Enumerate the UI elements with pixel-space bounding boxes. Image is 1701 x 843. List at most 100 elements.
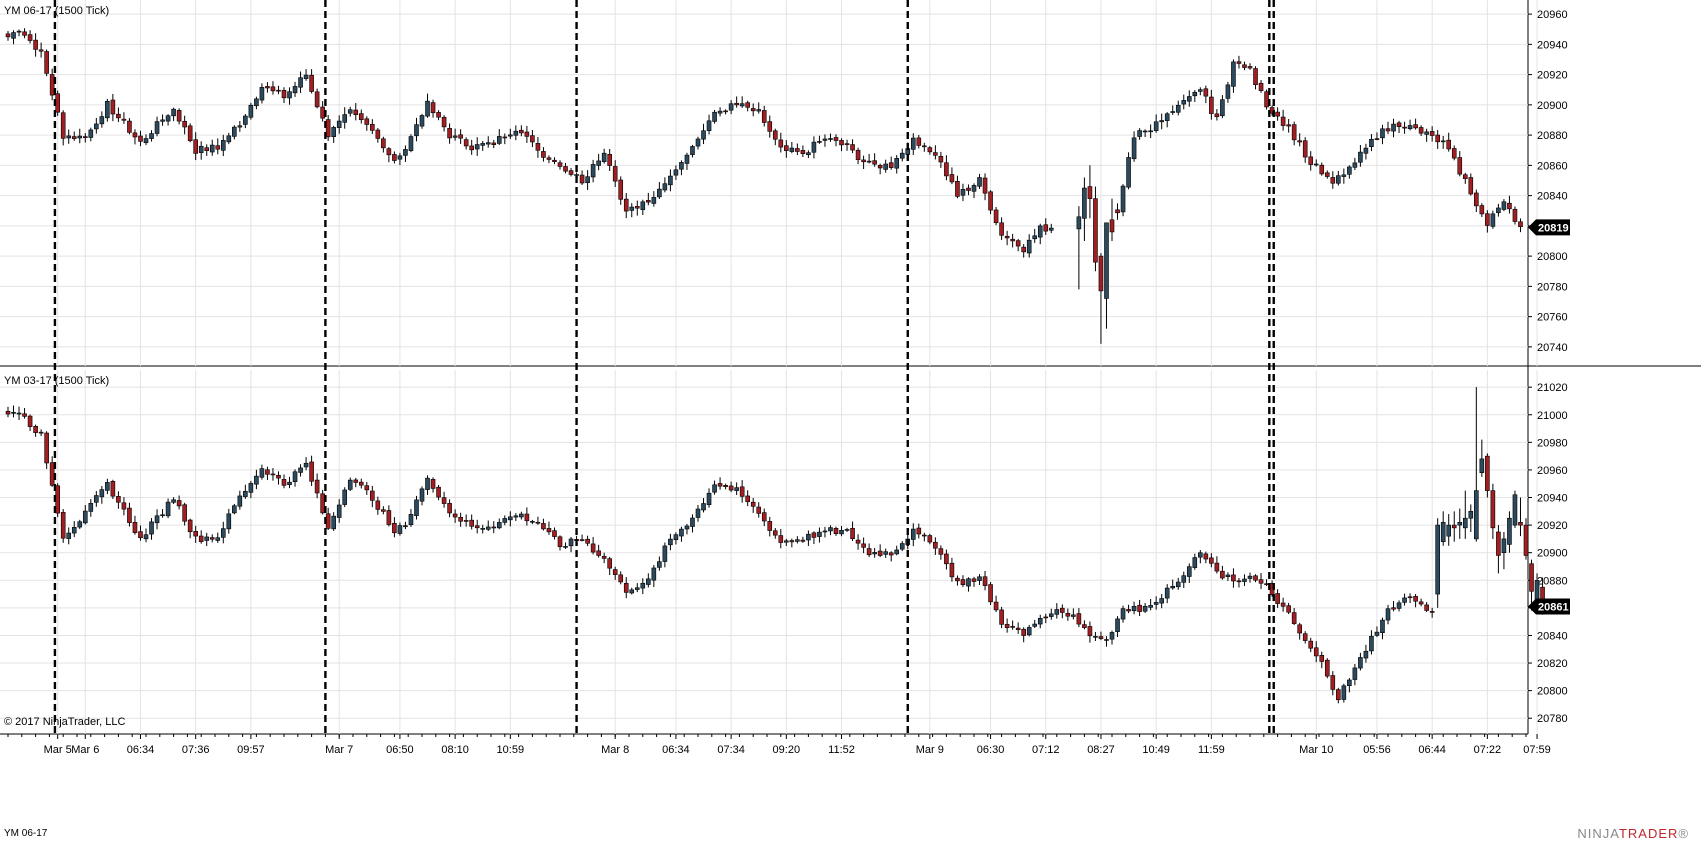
candle-body <box>695 508 701 518</box>
candle-body <box>1236 61 1242 64</box>
candle-body <box>1512 208 1518 222</box>
candle-body <box>44 51 49 74</box>
candle-body <box>872 160 877 165</box>
pane-title: YM 03-17 (1500 Tick) <box>4 375 109 387</box>
candle-body <box>1485 455 1490 491</box>
candle-body <box>1385 128 1391 132</box>
candle-body <box>888 162 894 168</box>
candle-body <box>232 505 237 514</box>
candle-body <box>1291 124 1297 141</box>
candle-body <box>1010 238 1015 242</box>
candle-body <box>292 471 298 483</box>
candle-body <box>1275 111 1280 117</box>
candle-body <box>541 151 546 158</box>
candle-body <box>508 516 513 521</box>
candle-body <box>1418 127 1424 134</box>
candle-body <box>1264 91 1269 108</box>
candle-body <box>1485 213 1490 226</box>
candle-body <box>303 74 309 79</box>
candle-body <box>1264 583 1269 585</box>
candle-body <box>1065 612 1071 617</box>
candle-body <box>822 138 828 141</box>
candle-body <box>132 132 138 138</box>
y-tick-label: 20840 <box>1537 630 1568 642</box>
candle-body <box>795 539 800 542</box>
candle-body <box>336 504 342 518</box>
candle-body <box>220 140 226 151</box>
candle-body <box>833 528 839 535</box>
candle-body <box>1148 130 1153 133</box>
candle-body <box>706 120 712 131</box>
candle-body <box>281 479 287 486</box>
x-tick-label: Mar 9 <box>916 744 944 756</box>
candle-body <box>143 534 149 540</box>
candle-body <box>259 87 265 101</box>
candle-body <box>414 499 419 516</box>
candle-body <box>243 490 248 497</box>
candle-body <box>1507 202 1512 210</box>
candle-body <box>701 503 706 511</box>
candle-body <box>806 152 811 156</box>
y-tick-label: 20780 <box>1537 713 1568 725</box>
y-tick-label: 20880 <box>1537 130 1568 142</box>
candle-body <box>817 531 822 537</box>
candle-body <box>110 99 116 115</box>
candle-body <box>519 129 524 134</box>
y-tick-label: 20960 <box>1537 465 1568 477</box>
candle-body <box>353 109 359 116</box>
candle-body <box>756 506 762 514</box>
candle-body <box>629 589 635 594</box>
candle-body <box>419 115 425 127</box>
candle-body <box>226 513 232 530</box>
candle-body <box>778 535 784 543</box>
candle-body <box>496 522 502 529</box>
candle-body <box>861 159 866 163</box>
candle-body <box>116 113 121 119</box>
candle-body <box>944 553 949 565</box>
candle-body <box>165 115 171 122</box>
candle-body <box>701 130 706 140</box>
candle-body <box>679 162 684 170</box>
candle-body <box>944 162 949 177</box>
candle-body <box>872 552 877 555</box>
candle-body <box>1015 627 1021 630</box>
candle-body <box>358 113 364 120</box>
candle-body <box>342 114 348 123</box>
candle-body <box>1109 632 1115 640</box>
candle-body <box>1324 172 1330 177</box>
candle-body <box>822 530 828 533</box>
brand-part-b: TRADER <box>1618 826 1679 841</box>
candle-body <box>1435 524 1440 595</box>
candle-body <box>154 515 160 524</box>
candle-body <box>568 538 574 547</box>
candle-body <box>198 535 204 542</box>
candle-body <box>342 489 348 505</box>
candle-body <box>5 410 11 415</box>
candle-body <box>94 495 99 503</box>
candle-body <box>717 110 723 114</box>
candle-body <box>502 518 508 523</box>
candle-body <box>1198 89 1203 92</box>
candle-body <box>657 561 662 568</box>
candle-body <box>452 513 458 518</box>
candle-body <box>265 469 270 475</box>
candle-body <box>386 510 392 525</box>
candle-body <box>541 523 546 530</box>
candle-body <box>750 501 756 507</box>
y-tick-label: 20940 <box>1537 493 1568 505</box>
instrument-label: YM 06-17 <box>4 828 48 839</box>
candle-body <box>1076 613 1082 625</box>
x-tick-label: 09:20 <box>773 744 801 756</box>
candle-body <box>309 461 314 482</box>
candle-body <box>38 49 44 52</box>
candle-body <box>706 492 712 506</box>
candle-body <box>646 200 651 203</box>
x-tick-label: 07:34 <box>717 744 745 756</box>
candle-body <box>767 121 773 132</box>
candle-body <box>491 526 497 529</box>
candle-body <box>1021 628 1026 636</box>
candle-body <box>1175 581 1181 588</box>
candle-body <box>999 609 1004 625</box>
candle-body <box>899 543 905 550</box>
candle-body <box>1302 633 1308 641</box>
